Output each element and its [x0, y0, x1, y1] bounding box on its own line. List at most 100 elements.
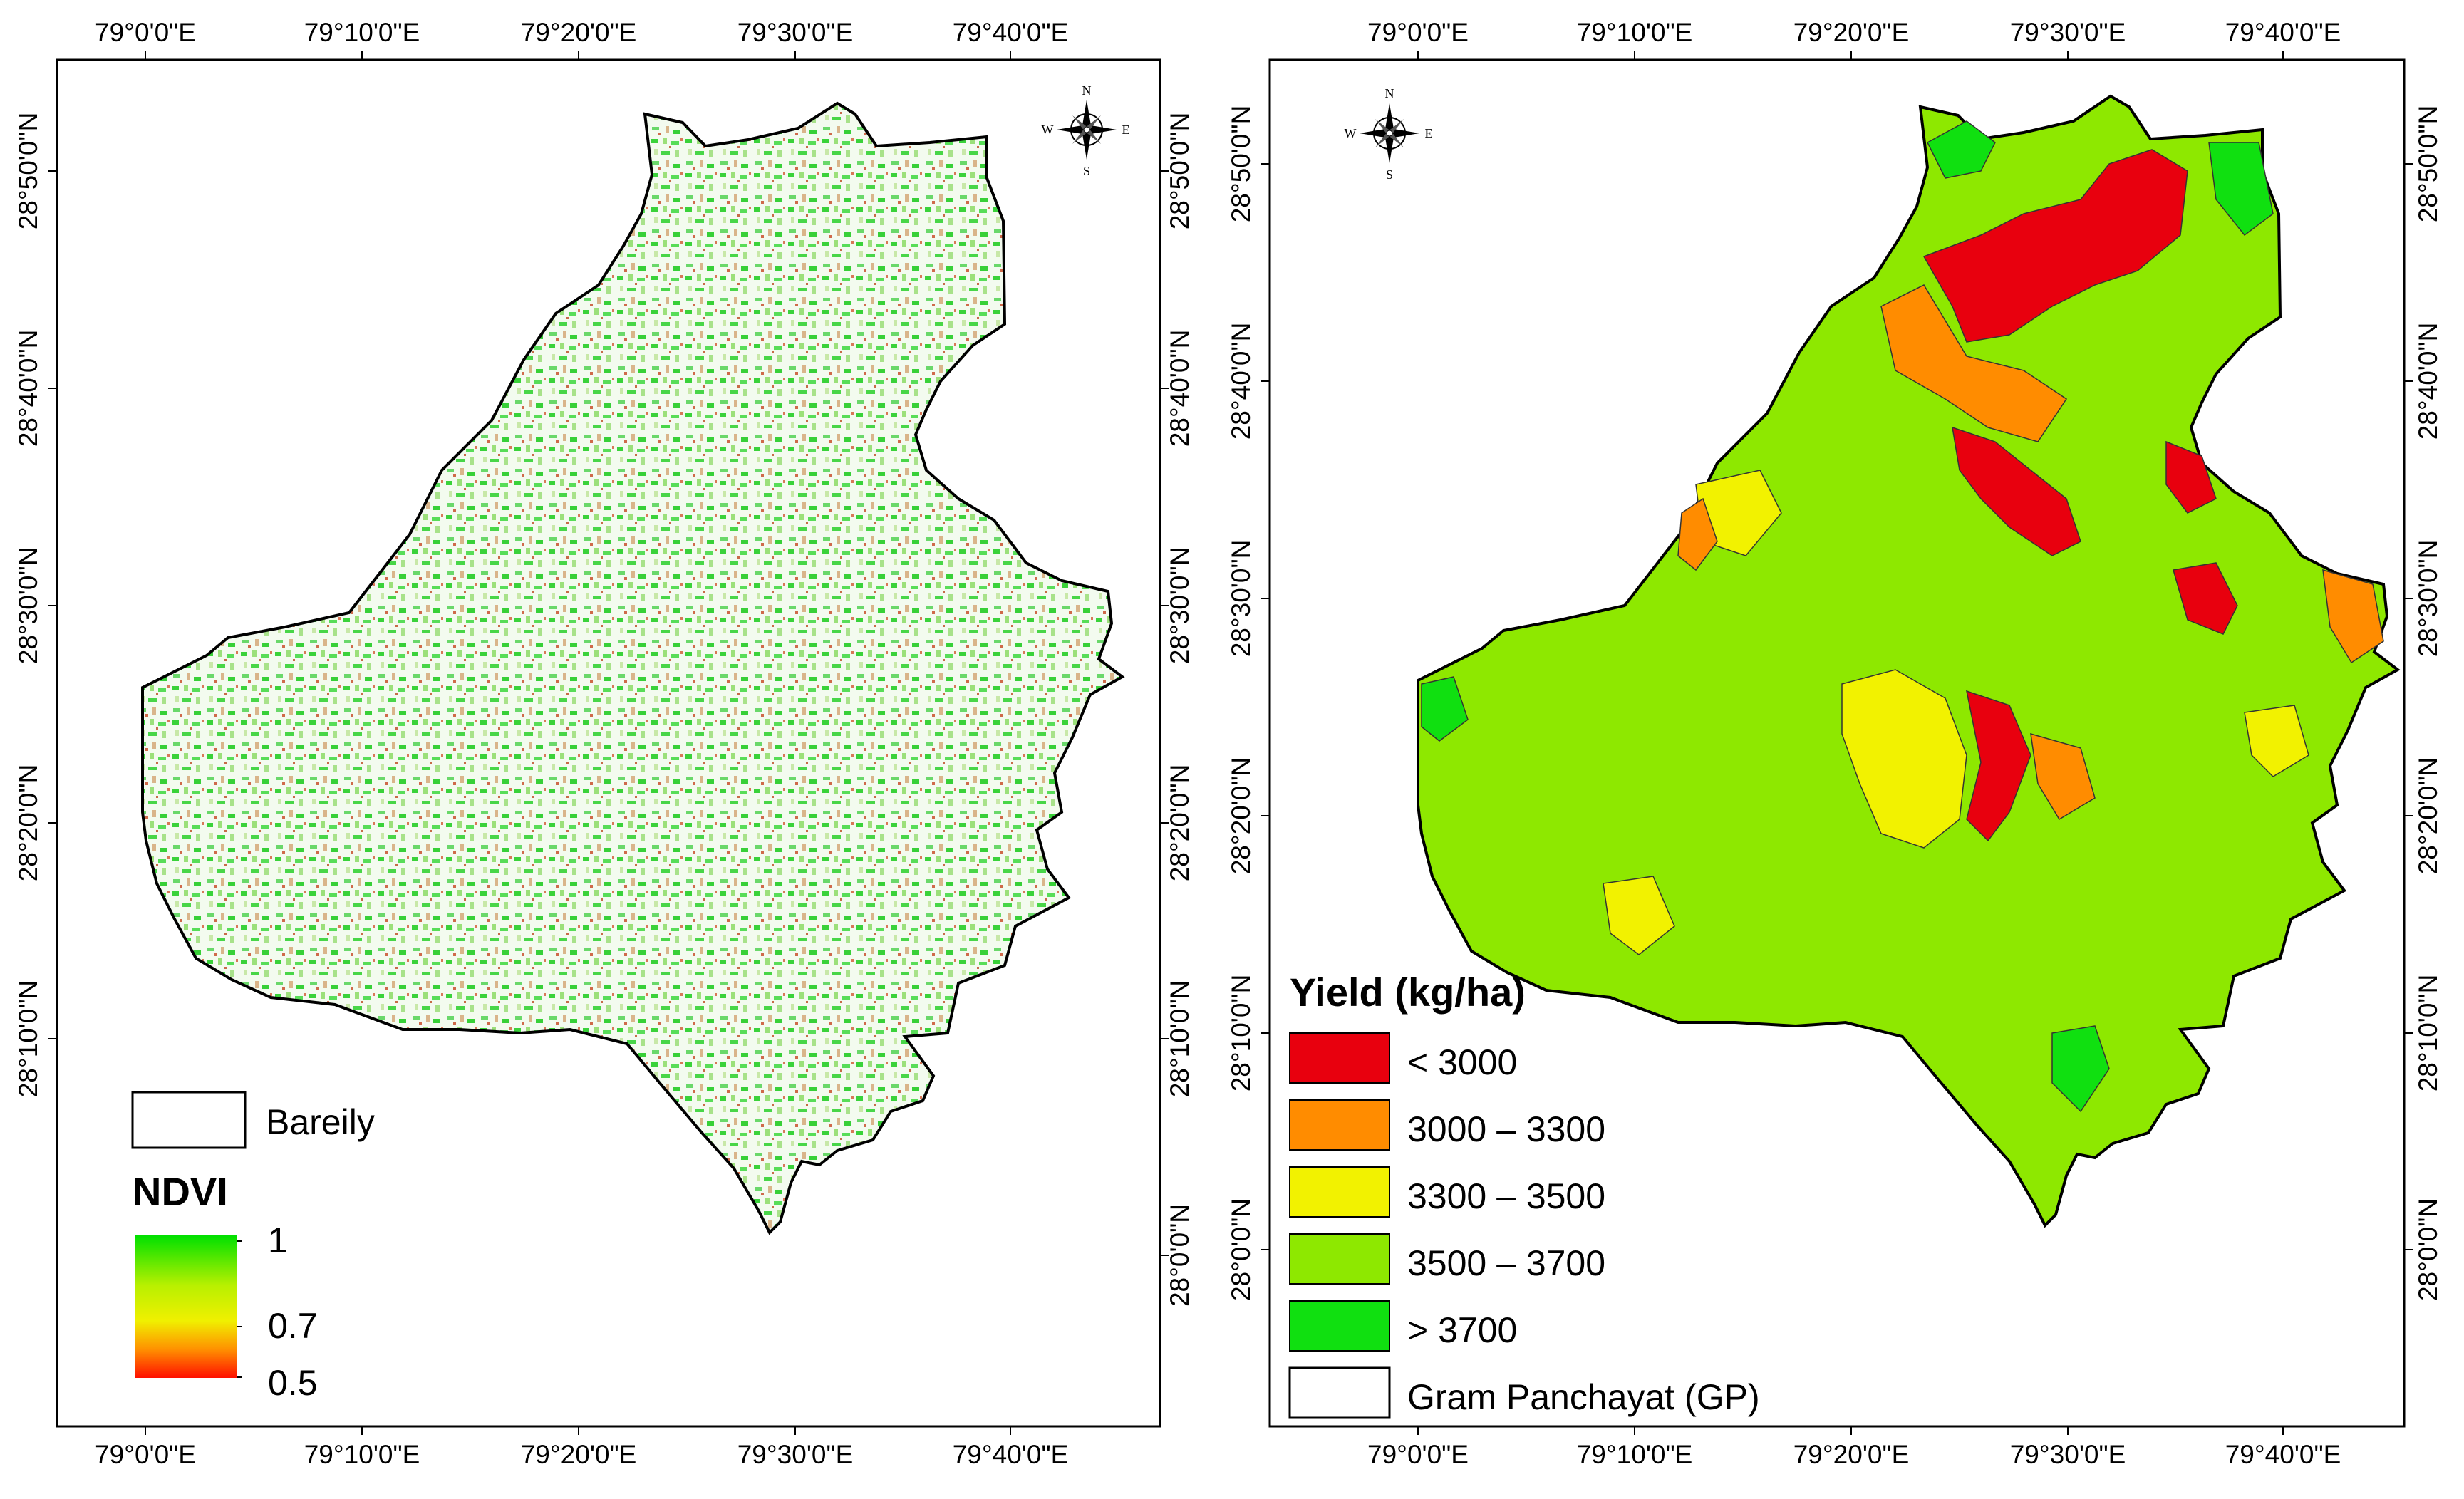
yield-left-tick-label: 28°50'0"N — [1226, 105, 1256, 223]
yield-compass-n: N — [1385, 86, 1394, 100]
yield-top-tick-label: 79°40'0"E — [2225, 18, 2341, 47]
yield-district-boundary — [1417, 94, 2401, 1228]
ndvi-top-tick-marks — [48, 51, 1169, 1435]
ndvi-bottom-tick-label: 79°0'0"E — [95, 1440, 196, 1469]
ndvi-legend-title: NDVI — [133, 1169, 228, 1214]
ndvi-bottom-tick-label: 79°20'0"E — [521, 1440, 637, 1469]
zone-mid-north — [1880, 284, 2068, 442]
yield-right-tick-label: 28°40'0"N — [2413, 323, 2443, 440]
bareily-boundary-swatch — [131, 1091, 247, 1149]
ndvi-top-tick-label: 79°0'0"E — [95, 18, 196, 47]
zone-low-east — [2165, 440, 2217, 514]
zone-low-centre — [1952, 426, 2081, 556]
ndvi-compass-rose: N S E W — [1042, 83, 1130, 178]
yield-bottom-tick-label: 79°0'0"E — [1367, 1440, 1469, 1469]
zone-high-north — [1927, 120, 1996, 179]
ndvi-scale-label-max: 1 — [268, 1220, 288, 1260]
yield-class-label: > 3700 — [1407, 1310, 1517, 1350]
ndvi-left-tick-label: 28°10'0"N — [14, 980, 43, 1098]
ndvi-compass-n: N — [1082, 83, 1092, 98]
ndvi-compass-s: S — [1083, 164, 1090, 178]
ndvi-right-tick-label: 28°30'0"N — [1165, 547, 1194, 665]
yield-tick-marks — [1261, 51, 2413, 1435]
ndvi-top-tick-label: 79°10'0"E — [304, 18, 420, 47]
zone-yellow-southwest — [1603, 876, 1675, 955]
yield-compass-rose: N S E W — [1345, 86, 1433, 182]
yield-map-panel: 79°0'0"E 79°10'0"E 79°20'0"E 79°30'0"E 7… — [1226, 18, 2443, 1469]
zone-low-centre2 — [1966, 690, 2031, 842]
ndvi-left-tick-label: 28°30'0"N — [14, 547, 43, 665]
ndvi-color-ramp — [135, 1235, 237, 1378]
yield-compass-s: S — [1386, 167, 1393, 182]
zone-mid-centre — [2030, 732, 2096, 821]
yield-class-swatch-lt3000 — [1289, 1032, 1390, 1084]
yield-top-tick-label: 79°0'0"E — [1367, 18, 1469, 47]
yield-top-tick-label: 79°20'0"E — [1793, 18, 1910, 47]
yield-legend: Yield (kg/ha) < 3000 3000 – 3300 3300 – … — [1288, 970, 1760, 1419]
yield-compass-e: E — [1425, 126, 1433, 140]
zone-high-west — [1421, 676, 1469, 742]
yield-bottom-tick-label: 79°40'0"E — [2225, 1440, 2341, 1469]
yield-left-tick-label: 28°30'0"N — [1226, 540, 1256, 658]
ndvi-legend: Bareily NDVI 1 0.7 0.5 — [131, 1091, 375, 1403]
yield-left-tick-label: 28°20'0"N — [1226, 757, 1256, 875]
yield-class-swatch-3300-3500 — [1289, 1166, 1390, 1218]
ndvi-top-tick-label: 79°20'0"E — [521, 18, 637, 47]
ndvi-right-tick-label: 28°50'0"N — [1165, 113, 1194, 230]
ndvi-compass-w: W — [1042, 123, 1054, 137]
yield-compass-w: W — [1345, 126, 1357, 140]
ndvi-bottom-ticks: 79°0'0"E 79°10'0"E 79°20'0"E 79°30'0"E 7… — [95, 1440, 1068, 1469]
yield-left-tick-label: 28°0'0"N — [1226, 1198, 1256, 1301]
yield-class-swatch-3500-3700 — [1289, 1233, 1390, 1285]
zone-low-north — [1922, 149, 2188, 343]
yield-class-label: < 3000 — [1407, 1042, 1517, 1082]
yield-bottom-tick-label: 79°10'0"E — [1577, 1440, 1693, 1469]
yield-top-tick-label: 79°10'0"E — [1577, 18, 1693, 47]
yield-class-label: 3300 – 3500 — [1407, 1176, 1605, 1216]
zone-high-south — [2051, 1025, 2110, 1113]
yield-zones — [1421, 120, 2384, 1113]
yield-right-tick-label: 28°20'0"N — [2413, 757, 2443, 875]
yield-top-ticks: 79°0'0"E 79°10'0"E 79°20'0"E 79°30'0"E 7… — [1367, 18, 2341, 47]
yield-left-tick-label: 28°40'0"N — [1226, 323, 1256, 440]
ndvi-left-ticks: 28°50'0"N 28°40'0"N 28°30'0"N 28°20'0"N … — [14, 113, 43, 1098]
yield-left-tick-label: 28°10'0"N — [1226, 975, 1256, 1092]
yield-right-tick-label: 28°30'0"N — [2413, 540, 2443, 658]
yield-right-tick-label: 28°10'0"N — [2413, 975, 2443, 1092]
yield-left-ticks: 28°50'0"N 28°40'0"N 28°30'0"N 28°20'0"N … — [1226, 105, 1256, 1301]
ndvi-top-ticks: 79°0'0"E 79°10'0"E 79°20'0"E 79°30'0"E 7… — [95, 18, 1068, 47]
yield-top-tick-label: 79°30'0"E — [2010, 18, 2126, 47]
yield-class-label: 3500 – 3700 — [1407, 1243, 1605, 1283]
ndvi-district-boundary — [141, 101, 1125, 1235]
ndvi-top-tick-label: 79°30'0"E — [737, 18, 854, 47]
ndvi-bottom-tick-label: 79°30'0"E — [737, 1440, 854, 1469]
yield-class-swatch-gt3700 — [1289, 1300, 1390, 1352]
ndvi-right-tick-label: 28°20'0"N — [1165, 764, 1194, 882]
ndvi-right-tick-label: 28°0'0"N — [1165, 1204, 1194, 1307]
ndvi-compass-e: E — [1122, 123, 1130, 137]
yield-legend-title: Yield (kg/ha) — [1290, 970, 1526, 1015]
ndvi-left-tick-label: 28°20'0"N — [14, 764, 43, 882]
ndvi-right-tick-label: 28°40'0"N — [1165, 330, 1194, 447]
ndvi-left-tick-label: 28°40'0"N — [14, 330, 43, 447]
gp-boundary-label: Gram Panchayat (GP) — [1407, 1377, 1760, 1417]
zone-yellow-centre — [1841, 669, 1967, 849]
yield-right-ticks: 28°50'0"N 28°40'0"N 28°30'0"N 28°20'0"N … — [2413, 105, 2443, 1301]
bareily-boundary-label: Bareily — [266, 1102, 375, 1142]
gp-boundary-swatch — [1288, 1366, 1391, 1419]
ndvi-scale-label-mid: 0.7 — [268, 1306, 318, 1346]
ndvi-scale-label-min: 0.5 — [268, 1363, 318, 1403]
zone-high-northeast — [2208, 142, 2274, 237]
ndvi-bottom-tick-label: 79°10'0"E — [304, 1440, 420, 1469]
zone-mid-west — [1677, 497, 1718, 571]
ndvi-left-tick-label: 28°50'0"N — [14, 113, 43, 230]
yield-bottom-tick-label: 79°20'0"E — [1793, 1440, 1910, 1469]
ndvi-right-ticks: 28°50'0"N 28°40'0"N 28°30'0"N 28°20'0"N … — [1165, 113, 1194, 1307]
yield-right-tick-label: 28°0'0"N — [2413, 1198, 2443, 1301]
ndvi-right-tick-label: 28°10'0"N — [1165, 980, 1194, 1098]
zone-low-east2 — [2173, 562, 2238, 635]
zone-yellow-east — [2244, 705, 2309, 777]
yield-bottom-ticks: 79°0'0"E 79°10'0"E 79°20'0"E 79°30'0"E 7… — [1367, 1440, 2341, 1469]
yield-bottom-tick-label: 79°30'0"E — [2010, 1440, 2126, 1469]
